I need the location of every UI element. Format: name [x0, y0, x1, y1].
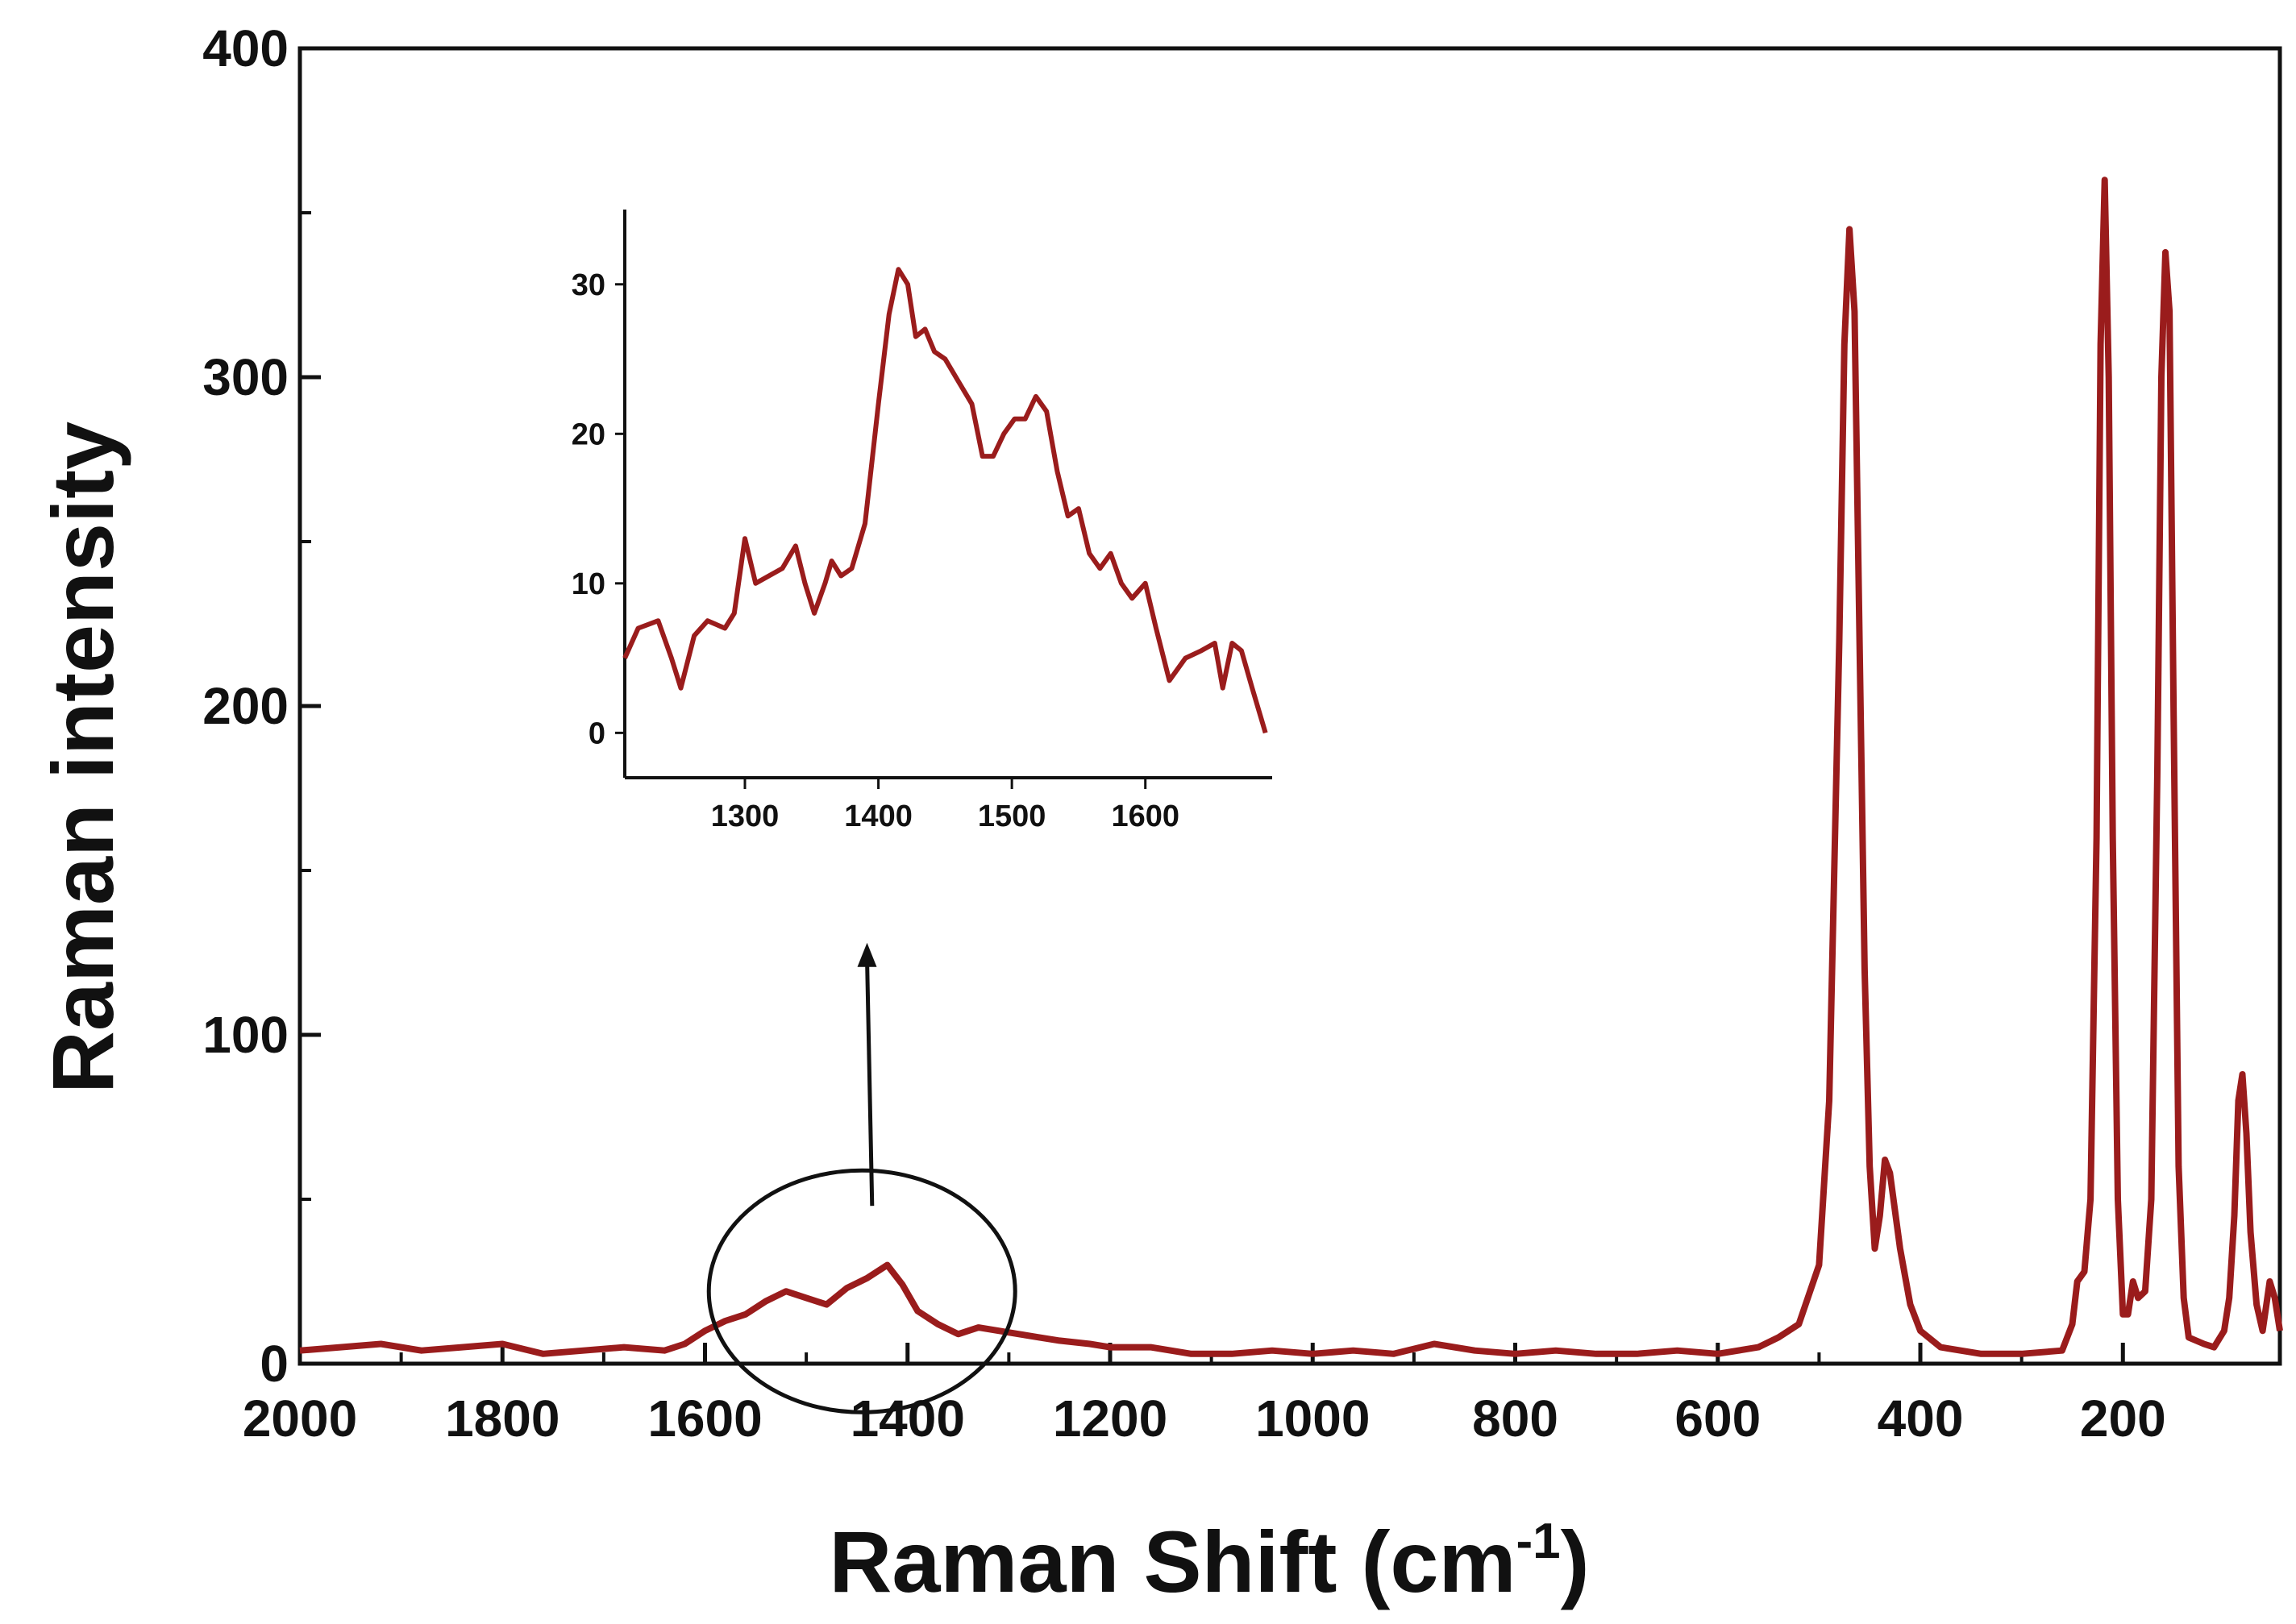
x-tick-label: 400	[1878, 1389, 1964, 1447]
inset-y-tick-label: 20	[572, 417, 605, 451]
x-tick-label: 1000	[1255, 1389, 1370, 1447]
highlight-ellipse	[706, 1168, 1017, 1414]
x-tick-label: 1600	[647, 1389, 762, 1447]
y-tick-label: 200	[202, 677, 289, 735]
zoom-arrow-shaft	[865, 958, 875, 1207]
main-annotations	[706, 942, 1017, 1414]
inset-axis-ticks	[615, 283, 1147, 789]
y-tick-label: 400	[202, 19, 289, 77]
main-axis-tick-labels: 2000 1800 1600 1400 1200 1000 800 600 400 2000100…	[202, 19, 2165, 1447]
inset-y-tick-label: 0	[589, 716, 605, 750]
inset-axis-tick-labels: 1300 1400 1500 1600 0 10 20 30	[572, 268, 1179, 833]
x-tick-label: 200	[2080, 1389, 2166, 1447]
zoom-arrow-head	[857, 942, 877, 967]
main-series-line	[299, 177, 2283, 1357]
inset-x-tick-label: 1600	[1111, 800, 1179, 833]
x-axis-title-superscript: -1	[1516, 1514, 1561, 1569]
y-tick-label: 100	[202, 1006, 289, 1064]
x-axis-title-close: )	[1561, 1513, 1590, 1610]
inset-y-tick-label: 10	[572, 567, 605, 601]
inset-x-tick-label: 1400	[844, 800, 913, 833]
y-axis-title: Raman intensity	[34, 422, 131, 1094]
x-tick-label: 2000	[243, 1389, 357, 1447]
inset-x-tick-label: 1300	[711, 800, 780, 833]
main-plot-frame	[297, 46, 2282, 1366]
x-axis-title: Raman Shift (cm-1)	[829, 1513, 1589, 1610]
y-tick-label: 300	[202, 348, 289, 406]
x-tick-label: 1800	[445, 1389, 559, 1447]
inset-y-tick-label: 30	[572, 268, 605, 302]
x-tick-label: 800	[1472, 1389, 1558, 1447]
x-axis-title-main: Raman Shift (cm	[829, 1513, 1516, 1610]
inset-x-tick-label: 1500	[978, 800, 1046, 833]
inset-series-line	[622, 267, 1268, 734]
y-tick-label: 0	[260, 1335, 289, 1393]
x-tick-label: 1200	[1053, 1389, 1167, 1447]
x-tick-label: 600	[1674, 1389, 1761, 1447]
x-tick-label: 1400	[851, 1389, 965, 1447]
inset-axes	[623, 210, 1272, 779]
